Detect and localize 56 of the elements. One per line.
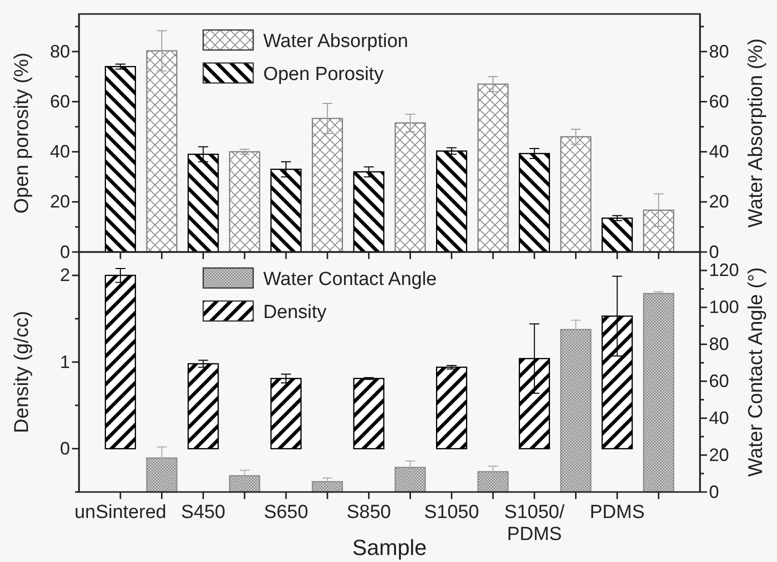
- x-tick-label: unSintered: [74, 502, 166, 523]
- y-tick-label: 60: [50, 91, 70, 112]
- x-tick-label: PDMS: [590, 502, 645, 523]
- y-tick-label: 1: [60, 352, 70, 372]
- legend-label: Water Absorption: [263, 31, 408, 52]
- bar: [312, 118, 343, 253]
- bar: [436, 366, 468, 450]
- y2-tick-label: 40: [709, 142, 730, 162]
- legend-label: Water Contact Angle: [263, 269, 437, 290]
- y2-tick-label: 0: [709, 482, 720, 502]
- bar: [560, 136, 592, 253]
- bar: [270, 378, 302, 450]
- bar: [229, 151, 260, 253]
- bar: [104, 66, 136, 253]
- bar: [436, 150, 468, 253]
- y2-axis-title: Water Absorption (%): [745, 38, 767, 228]
- bar: [394, 466, 426, 493]
- bar: [643, 292, 674, 493]
- bar: [643, 210, 674, 253]
- bar: [146, 50, 178, 253]
- y2-tick-label: 40: [709, 408, 730, 428]
- bar: [477, 84, 509, 253]
- y2-axis-title: Water Contact Angle (°): [745, 267, 767, 477]
- y-tick-label: 0: [60, 242, 70, 262]
- y2-tick-label: 100: [709, 297, 740, 318]
- y2-tick-label: 20: [709, 192, 730, 212]
- y2-tick-label: 120: [709, 260, 740, 280]
- bar: [146, 457, 178, 493]
- bar: [229, 475, 260, 493]
- bar: [560, 328, 592, 493]
- legend-label: Open Porosity: [263, 64, 384, 85]
- bar: [353, 378, 384, 450]
- y-tick-label: 80: [50, 41, 70, 62]
- y2-tick-label: 20: [709, 444, 730, 465]
- bar: [602, 218, 633, 253]
- bar: [188, 363, 219, 450]
- x-axis-title: Sample: [352, 535, 427, 560]
- y2-tick-label: 80: [709, 41, 730, 62]
- y-axis-title: Density (g/cc): [11, 310, 33, 434]
- y2-tick-label: 60: [709, 91, 730, 112]
- y-tick-label: 0: [60, 438, 70, 458]
- y-tick-label: 40: [50, 142, 70, 162]
- x-tick-label: S1050/PDMS: [504, 502, 566, 545]
- x-tick-label: S450: [181, 502, 226, 523]
- y-tick-label: 20: [50, 192, 70, 212]
- y2-tick-label: 80: [709, 334, 730, 354]
- y2-tick-label: 60: [709, 370, 730, 391]
- legend-label: Density: [263, 302, 328, 323]
- x-tick-label: S850: [346, 502, 391, 523]
- bar: [394, 122, 426, 253]
- y2-tick-label: 0: [709, 242, 720, 262]
- x-tick-label: S650: [264, 502, 308, 523]
- bar: [477, 471, 509, 493]
- y-tick-label: 2: [60, 265, 70, 286]
- y-axis-title: Open porosity (%): [11, 52, 33, 214]
- x-tick-label: S1050: [424, 502, 480, 523]
